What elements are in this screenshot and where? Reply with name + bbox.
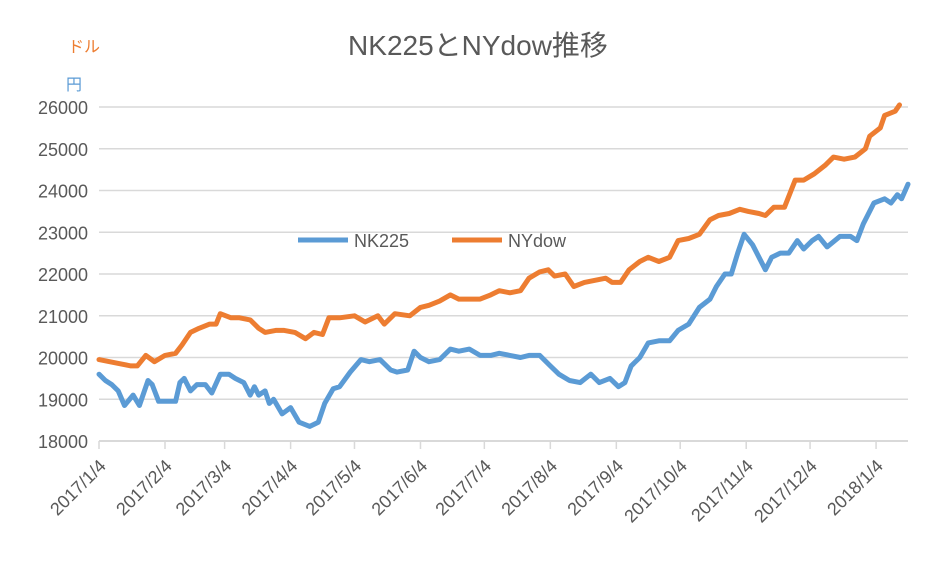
x-tick-label: 2017/1/4 (46, 456, 110, 520)
x-tick-label: 2017/2/4 (112, 456, 176, 520)
y-tick-label: 18000 (38, 432, 88, 452)
chart-title: NK225とNYdow推移 (348, 30, 608, 61)
x-tick-label: 2017/8/4 (497, 456, 561, 520)
x-tick-label: 2017/9/4 (563, 456, 627, 520)
legend: NK225 NYdow (298, 231, 567, 251)
x-tick-label: 2018/1/4 (823, 456, 887, 520)
y-tick-label: 25000 (38, 140, 88, 160)
series-line-nydow (96, 102, 902, 369)
x-tick-label: 2017/4/4 (238, 456, 302, 520)
legend-label-nk225: NK225 (354, 231, 409, 251)
x-tick-label: 2017/11/4 (687, 456, 757, 526)
series-line-nk225 (96, 181, 911, 429)
x-tick-label: 2017/6/4 (368, 456, 432, 520)
dollar-unit-label: ドル (68, 39, 100, 56)
y-tick-label: 23000 (38, 223, 88, 243)
yen-unit-label: 円 (66, 77, 82, 94)
x-tick-label: 2017/5/4 (302, 456, 366, 520)
y-tick-label: 22000 (38, 265, 88, 285)
y-tick-label: 19000 (38, 390, 88, 410)
x-tick-label: 2017/3/4 (172, 456, 236, 520)
x-tick-label: 2017/7/4 (431, 456, 495, 520)
legend-label-nydow: NYdow (508, 231, 567, 251)
y-tick-label: 20000 (38, 349, 88, 369)
y-tick-label: 26000 (38, 98, 88, 118)
x-tick-label: 2017/12/4 (750, 456, 821, 527)
y-tick-label: 24000 (38, 182, 88, 202)
x-tick-label: 2017/10/4 (620, 456, 691, 527)
y-tick-label: 21000 (38, 307, 88, 327)
